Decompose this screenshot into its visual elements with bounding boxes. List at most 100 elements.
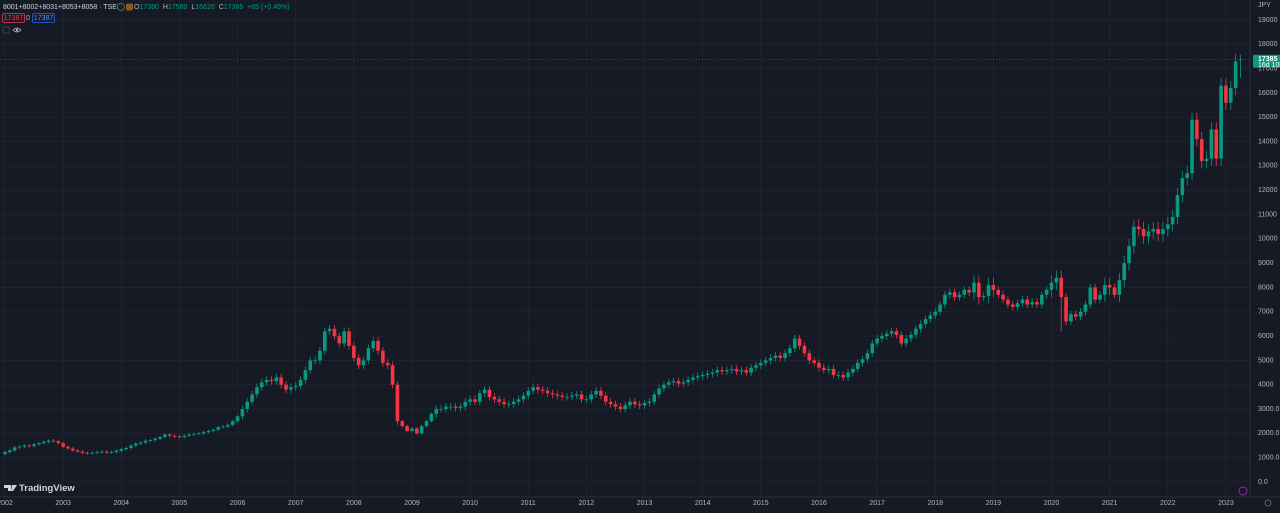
candle-body bbox=[691, 377, 695, 380]
x-tick-label: 2016 bbox=[811, 500, 827, 507]
candle-body bbox=[696, 376, 700, 378]
candle-body bbox=[385, 362, 390, 366]
candle-body bbox=[899, 334, 904, 344]
candle-body bbox=[962, 289, 967, 295]
candle-body bbox=[594, 390, 598, 395]
candle-body bbox=[75, 450, 80, 452]
candle-body bbox=[356, 357, 361, 366]
y-tick-label: 16000 bbox=[1258, 90, 1278, 97]
candle-body bbox=[124, 447, 128, 450]
candle-body bbox=[967, 289, 971, 293]
candle-body bbox=[1185, 173, 1189, 179]
candle-body bbox=[158, 437, 162, 439]
sell-price[interactable]: 17387 bbox=[4, 15, 24, 22]
candle-body bbox=[1078, 311, 1083, 317]
candle-body bbox=[313, 360, 317, 362]
candle-body bbox=[1001, 294, 1005, 300]
candle-body bbox=[327, 328, 332, 332]
visibility-icon[interactable] bbox=[12, 27, 22, 33]
y-tick-label: 14000 bbox=[1258, 138, 1278, 145]
candle-body bbox=[933, 311, 938, 316]
logo-mark bbox=[4, 485, 17, 491]
candle-body bbox=[100, 451, 104, 453]
candle-body bbox=[429, 413, 434, 422]
candle-body bbox=[1122, 263, 1126, 281]
candle-body bbox=[1238, 59, 1243, 61]
candle-body bbox=[303, 370, 308, 380]
market-icon[interactable] bbox=[126, 3, 133, 11]
candle-body bbox=[904, 338, 908, 344]
buy-button[interactable] bbox=[32, 13, 55, 23]
candle-body bbox=[817, 362, 821, 368]
y-tick-label: 17000 bbox=[1258, 65, 1278, 72]
candle-body bbox=[705, 373, 710, 376]
visibility-icon-pupil bbox=[15, 28, 19, 32]
candle-body bbox=[947, 292, 952, 295]
candle-body bbox=[628, 401, 632, 406]
candle-body bbox=[90, 452, 95, 454]
candle-body bbox=[366, 348, 371, 361]
x-tick-label: 2020 bbox=[1044, 500, 1060, 507]
candle-body bbox=[134, 443, 138, 446]
candle-body bbox=[623, 405, 627, 410]
x-tick-label: 2018 bbox=[927, 500, 943, 507]
candle-body bbox=[240, 409, 245, 417]
volume-toggle[interactable] bbox=[2, 26, 10, 34]
candles bbox=[0, 54, 1250, 456]
candle-body bbox=[32, 444, 36, 447]
y-tick-label: 0.0 bbox=[1258, 479, 1268, 486]
candle-body bbox=[1224, 85, 1228, 103]
candle-body bbox=[516, 399, 521, 402]
settings-icon[interactable] bbox=[1264, 499, 1272, 507]
symbol-title: 8001+8002+8031+8053+8058 · TSE bbox=[3, 4, 117, 11]
candle-body bbox=[986, 285, 991, 296]
candle-body bbox=[681, 382, 686, 384]
candle-body bbox=[448, 406, 453, 408]
candle-body bbox=[264, 379, 269, 383]
buy-price[interactable]: 17387 bbox=[34, 15, 54, 22]
candle-body bbox=[226, 424, 230, 427]
candle-body bbox=[826, 368, 831, 371]
candle-body bbox=[12, 447, 17, 451]
candle-body bbox=[788, 348, 792, 354]
change: +85 (+0.49%) bbox=[247, 4, 289, 11]
candle-body bbox=[138, 442, 143, 444]
y-tick-label: 7000 bbox=[1258, 309, 1274, 316]
candle-body bbox=[720, 370, 724, 372]
candle-body bbox=[759, 362, 763, 366]
candle-body bbox=[37, 443, 41, 445]
x-tick-label: 2022 bbox=[1160, 500, 1176, 507]
candle-body bbox=[700, 375, 705, 377]
candle-body bbox=[914, 328, 918, 335]
candle-body bbox=[1035, 302, 1039, 305]
candle-body bbox=[865, 353, 870, 360]
candle-body bbox=[255, 387, 259, 395]
candle-body bbox=[792, 338, 797, 349]
close-label: C bbox=[219, 4, 224, 11]
candle-body bbox=[1214, 129, 1219, 159]
candle-body bbox=[652, 394, 657, 402]
candle-body bbox=[831, 368, 836, 376]
candle-body bbox=[1156, 229, 1160, 234]
candle-body bbox=[880, 336, 884, 339]
candle-body bbox=[584, 399, 589, 401]
candle-body bbox=[589, 394, 594, 400]
candle-body bbox=[308, 360, 313, 371]
candle-body bbox=[197, 433, 201, 435]
x-tick-label: 2011 bbox=[521, 500, 536, 507]
grid bbox=[0, 0, 1250, 497]
high-label: H bbox=[163, 4, 168, 11]
candle-body bbox=[507, 404, 511, 405]
candle-body bbox=[371, 340, 376, 349]
candle-body bbox=[66, 446, 70, 449]
candle-body bbox=[521, 395, 526, 400]
high-value: 17580 bbox=[168, 4, 188, 11]
candle-body bbox=[1020, 299, 1025, 304]
status-icon[interactable] bbox=[117, 3, 125, 11]
candle-body bbox=[119, 449, 124, 451]
candle-body bbox=[46, 440, 51, 442]
candle-body bbox=[405, 426, 409, 431]
event-marker[interactable] bbox=[1238, 486, 1248, 496]
sell-button[interactable] bbox=[2, 13, 25, 23]
